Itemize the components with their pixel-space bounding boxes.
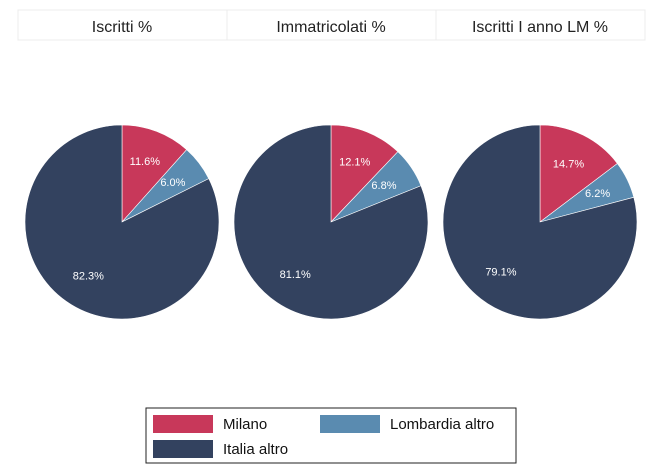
value-label: 11.6% [130, 156, 161, 168]
pie-slice [442, 124, 638, 320]
chart-title: Iscritti I anno LM % [472, 19, 608, 36]
value-label: 6.2% [585, 188, 610, 200]
value-label: 81.1% [280, 269, 311, 281]
value-label: 82.3% [73, 270, 104, 282]
value-label: 79.1% [485, 267, 516, 279]
panel-header [17, 9, 228, 41]
pie-slice [121, 124, 188, 223]
legend-label: Milano [223, 416, 267, 433]
pie-slice [24, 124, 220, 320]
value-label: 12.1% [339, 156, 370, 168]
pie-slice [233, 124, 429, 320]
legend-swatch [320, 415, 380, 433]
panel-header [435, 9, 646, 41]
legend-swatch [153, 415, 213, 433]
chart-title: Immatricolati % [276, 19, 385, 36]
panel-header [226, 9, 437, 41]
pie-slice [330, 124, 399, 223]
legend-label: Italia altro [223, 441, 288, 458]
value-label: 14.7% [553, 159, 584, 171]
value-label: 6.0% [160, 177, 185, 189]
chart-title: Iscritti % [92, 19, 152, 36]
legend-swatch [153, 440, 213, 458]
pie-slice [539, 124, 618, 223]
value-label: 6.8% [371, 180, 396, 192]
legend-label: Lombardia altro [390, 416, 494, 433]
